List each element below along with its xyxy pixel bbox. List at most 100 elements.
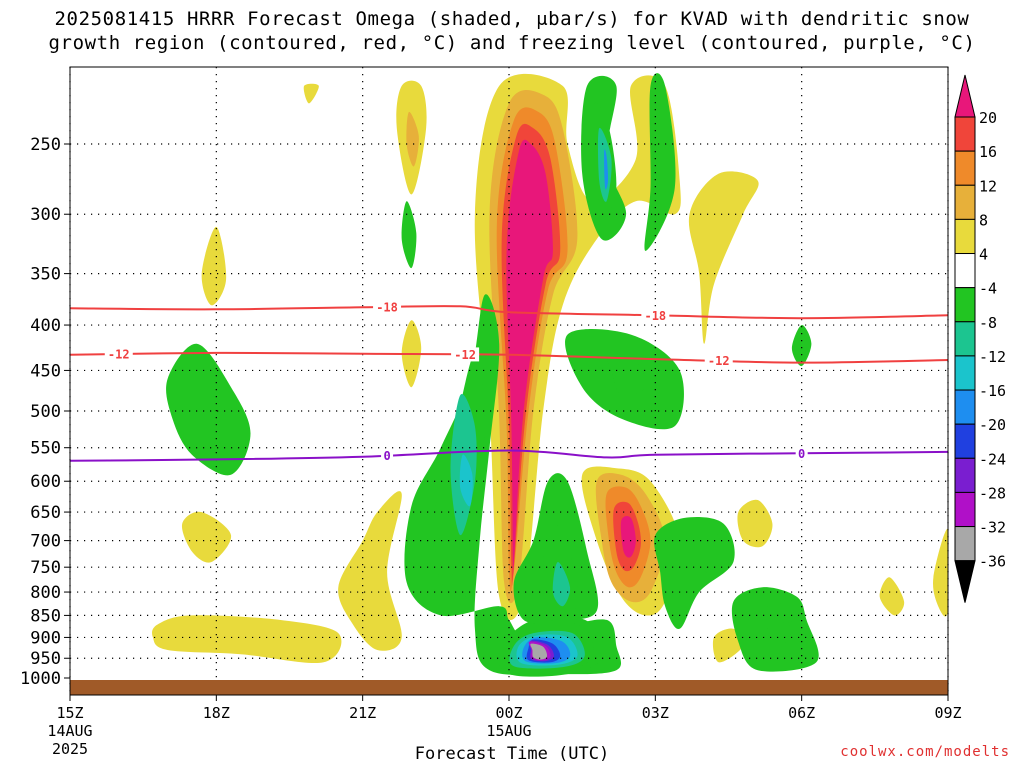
colorbar-bin-1	[954, 116, 976, 152]
y-tick-label-700: 700	[30, 532, 61, 552]
y-tick-label-550: 550	[30, 439, 61, 459]
contour-line--12	[70, 351, 948, 364]
colorbar: 20 16 12 8 4 -4 -8 -12 -16 -20 -24 -28 -32 -36	[954, 74, 1006, 603]
colorbar-bin-4	[954, 218, 976, 255]
chart-title-line2: growth region (contoured, red, °C) and f…	[48, 32, 976, 54]
x-tick-label-18: 09Z	[934, 704, 961, 722]
omega-region-pos20-22	[620, 515, 636, 558]
contour-label-bg--18-1	[641, 308, 670, 323]
colorbar-bin-13	[954, 526, 976, 562]
colorbar-label-11: -28	[979, 484, 1006, 502]
omega-region-neg36-53	[530, 643, 548, 660]
colorbar-label-4: 4	[979, 246, 988, 264]
colorbar-label-9: -20	[979, 416, 1006, 434]
x-tick-label-0: 15Z	[56, 704, 83, 722]
omega-region-pos4-6	[181, 511, 232, 563]
colorbar-bottom-arrow	[954, 560, 976, 603]
omega-region-neg8-38	[605, 352, 647, 397]
y-tick-label-800: 800	[30, 583, 61, 603]
omega-region-neg4-33	[644, 73, 676, 251]
contour-label--18-1: -18	[644, 309, 666, 323]
contour-label-0-1: 0	[798, 447, 805, 461]
x-tick-label-9: 00Z	[495, 704, 522, 722]
temperature-contours: -18 -18 -12 -12 -12 0 0	[70, 300, 948, 463]
omega-region-neg8-41	[782, 619, 790, 639]
x-tick-label-12: 03Z	[642, 704, 669, 722]
omega-region-pos4-2	[303, 83, 319, 104]
contour-label-bg--12-0	[104, 347, 133, 362]
omega-region-neg20-48	[604, 149, 609, 190]
x-tick-sublabel-0-1: 2025	[52, 740, 88, 758]
y-tick-label-500: 500	[30, 402, 61, 422]
contour-label-0-0: 0	[383, 449, 390, 463]
contour-label-bg--12-2	[704, 353, 733, 368]
omega-region-neg8-39	[697, 532, 725, 573]
omega-region-pos20-21	[506, 139, 553, 580]
y-tick-label-850: 850	[30, 606, 61, 626]
omega-region-neg12-45	[552, 561, 571, 607]
chart-title-line1: 2025081415 HRRR Forecast Omega (shaded, …	[54, 8, 970, 30]
x-axis-title: Forecast Time (UTC)	[414, 744, 610, 764]
omega-region-neg4-28	[166, 343, 251, 476]
omega-region-pos4-7	[152, 615, 342, 664]
credit-text: coolwx.com/modelts	[840, 744, 1010, 760]
colorbar-label-8: -16	[979, 382, 1006, 400]
colorbar-label-13: -36	[979, 553, 1006, 571]
y-tick-label-400: 400	[30, 316, 61, 336]
y-tick-label-600: 600	[30, 472, 61, 492]
colorbar-bin-10	[954, 423, 976, 459]
colorbar-label-12: -32	[979, 519, 1006, 537]
colorbar-label-3: 8	[979, 211, 988, 229]
contour-label-bg-0-1	[795, 446, 808, 461]
contour-line--18	[70, 305, 948, 320]
x-tick-label-6: 21Z	[349, 704, 376, 722]
contour-label--12-0: -12	[108, 348, 130, 362]
y-tick-label-300: 300	[30, 205, 61, 225]
y-tick-label-900: 900	[30, 628, 61, 648]
contour-label-bg--18-0	[373, 300, 402, 315]
omega-region-pos4-8	[338, 491, 402, 651]
omega-region-pos4-12	[933, 529, 948, 617]
omega-region-neg16-46	[459, 454, 473, 507]
omega-region-pos4-11	[879, 577, 905, 616]
colorbar-bin-2	[954, 150, 976, 186]
y-tick-label-650: 650	[30, 503, 61, 523]
contour-label-bg--12-1	[451, 347, 480, 362]
colorbar-label-10: -24	[979, 450, 1006, 468]
colorbar-bin-7	[954, 321, 976, 357]
contour-label--12-1: -12	[454, 348, 476, 362]
omega-region-pos4-5	[688, 171, 759, 344]
x-tick-label-15: 06Z	[788, 704, 815, 722]
colorbar-label-1: 16	[979, 143, 997, 161]
colorbar-bin-6	[954, 287, 976, 323]
y-tick-label-950: 950	[30, 649, 61, 669]
colorbar-label-0: 20	[979, 109, 997, 127]
colorbar-bin-5	[954, 253, 976, 289]
y-tick-label-750: 750	[30, 558, 61, 578]
omega-shading	[152, 73, 948, 677]
y-tick-label-1000: 1000	[20, 669, 61, 689]
contour-label--18-0: -18	[376, 301, 398, 315]
contour-label--12-2: -12	[708, 354, 730, 368]
colorbar-bin-12	[954, 491, 976, 528]
colorbar-top-arrow	[954, 74, 976, 118]
ground-bar	[70, 680, 948, 695]
colorbar-bin-3	[954, 184, 976, 220]
colorbar-label-5: -4	[979, 280, 997, 298]
colorbar-bin-9	[954, 389, 976, 425]
x-tick-sublabel-0-0: 14AUG	[47, 722, 92, 740]
contour-label-bg-0-0	[381, 448, 394, 463]
colorbar-bin-11	[954, 457, 976, 493]
omega-region-pos4-3	[201, 226, 227, 306]
colorbar-label-7: -12	[979, 348, 1006, 366]
colorbar-bin-8	[954, 355, 976, 391]
y-tick-label-250: 250	[30, 135, 61, 155]
x-tick-label-3: 18Z	[203, 704, 230, 722]
colorbar-label-6: -8	[979, 314, 997, 332]
y-tick-label-350: 350	[30, 265, 61, 285]
omega-region-neg4-29	[401, 201, 417, 269]
omega-region-neg4-30	[791, 324, 812, 367]
x-tick-sublabel-9-0: 15AUG	[486, 722, 531, 740]
